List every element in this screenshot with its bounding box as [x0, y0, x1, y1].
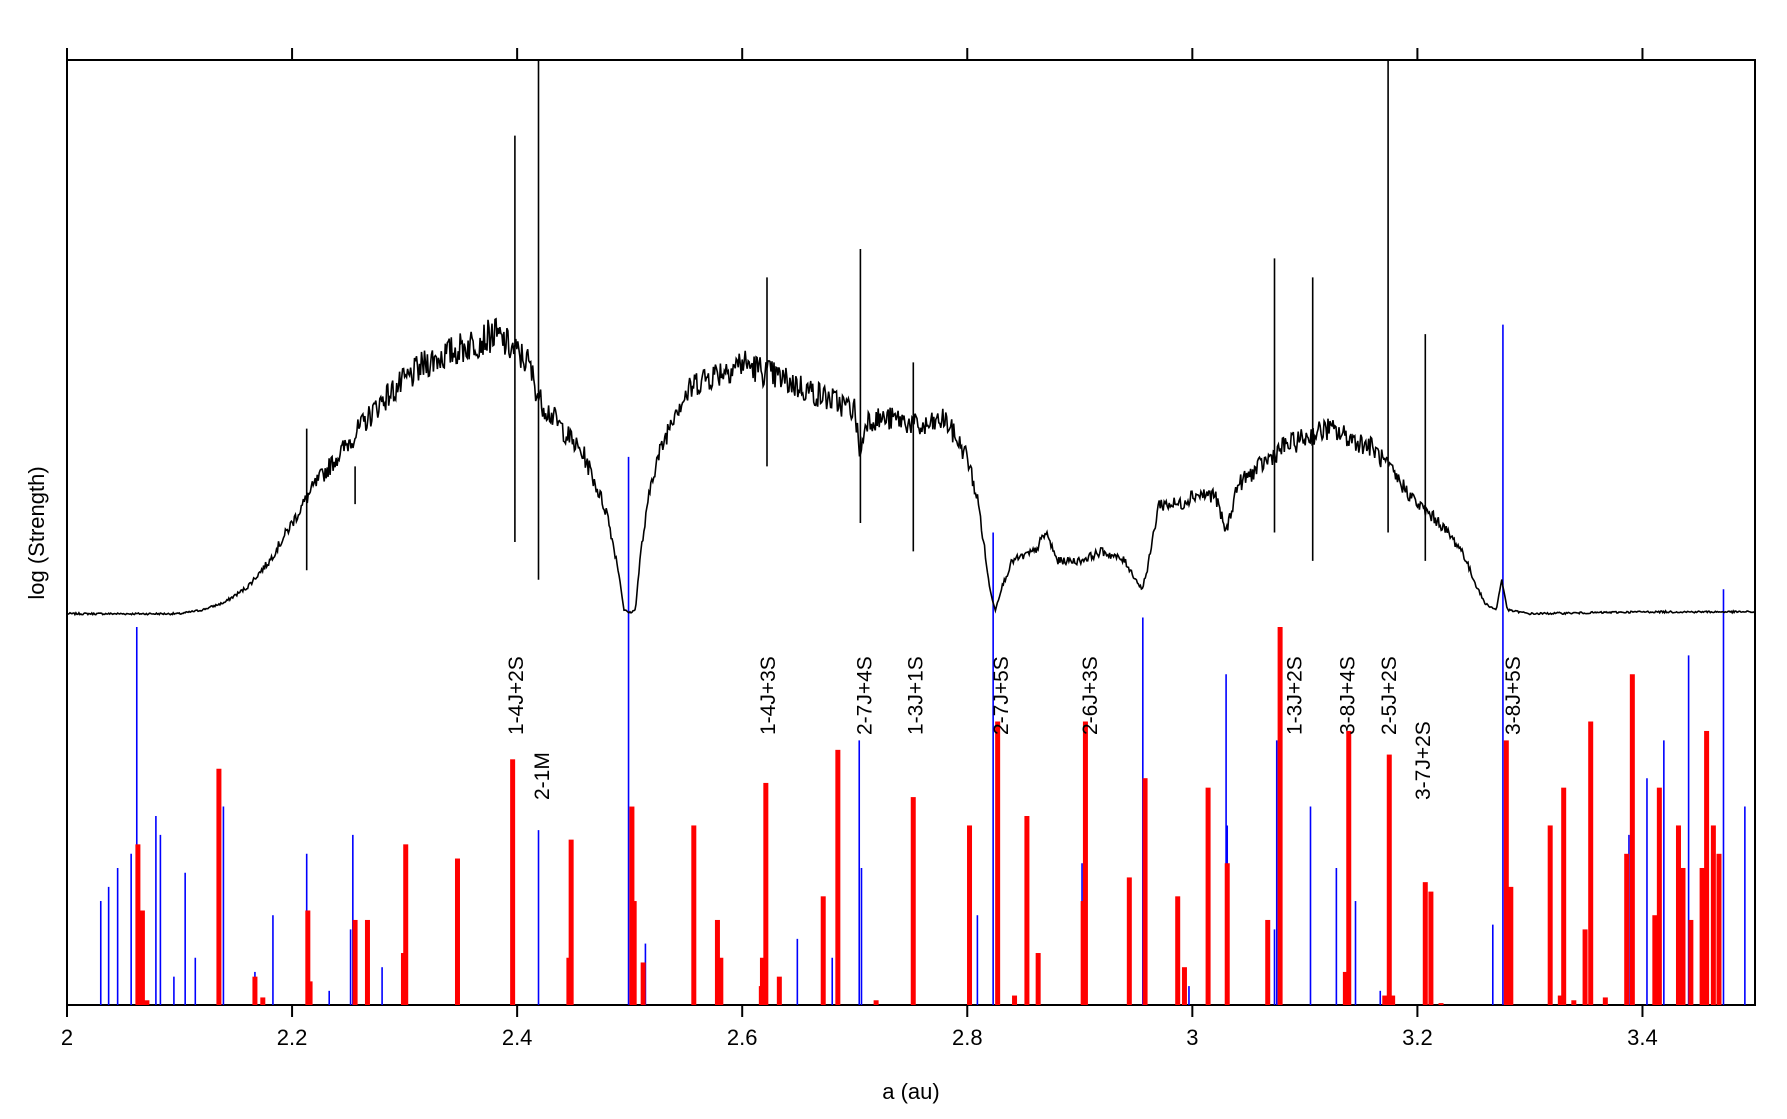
resonance-label: 1-4J+3S: [757, 656, 780, 735]
three-body-resonance-bar: [1126, 877, 1132, 1005]
three-body-resonance-bar: [1704, 730, 1710, 1005]
three-body-resonance-bar: [1175, 896, 1181, 1005]
three-body-resonance-bar: [252, 976, 258, 1005]
three-body-resonance-bar: [631, 901, 637, 1005]
three-body-resonance-bar: [1716, 853, 1722, 1005]
three-body-resonance-bar: [1582, 929, 1588, 1005]
three-body-resonance-bar: [1142, 778, 1148, 1005]
three-body-resonance-bar: [1624, 853, 1630, 1005]
three-body-resonance-bar: [400, 953, 406, 1005]
three-body-resonance-bar: [1386, 754, 1392, 1005]
three-body-resonance-bar: [1205, 787, 1211, 1005]
resonance-label: 1-3J+1S: [904, 656, 927, 735]
resonance-label: 3-8J+4S: [1337, 656, 1360, 735]
x-tick-label: 3.2: [1402, 1025, 1433, 1050]
resonance-label: 1-4J+2S: [505, 656, 528, 735]
resonance-labels: 1-4J+2S2-1M 1-4J+3S 2-7J+4S 1-3J+1S 2-7J+5S 2…: [505, 656, 1525, 800]
resonance-label: 2-1M: [531, 752, 554, 800]
three-body-resonance-bar: [1277, 627, 1283, 1005]
resonance-label: 2-6J+3S: [1079, 656, 1102, 735]
three-body-resonance-bar: [835, 749, 841, 1005]
three-body-resonance-bar: [1265, 919, 1271, 1005]
three-body-resonance-bar: [640, 962, 646, 1005]
three-body-resonance-bar: [454, 858, 460, 1005]
three-body-resonance-bar: [1561, 787, 1567, 1005]
three-body-resonance-bar: [1390, 995, 1396, 1005]
x-tick-label: 2.8: [952, 1025, 983, 1050]
three-body-resonance-bar: [763, 782, 769, 1005]
three-body-resonance-bar: [776, 976, 782, 1005]
three-body-resonance-bar: [1602, 997, 1608, 1005]
three-body-resonance-bar: [1688, 919, 1694, 1005]
three-body-resonance-bar: [1588, 721, 1594, 1005]
three-body-resonance-bar: [1438, 1003, 1444, 1005]
three-body-resonance-bar: [260, 997, 266, 1005]
three-body-resonance-bar: [691, 825, 697, 1005]
three-body-resonance-bar: [1382, 995, 1388, 1005]
three-body-resonance-bar: [1680, 867, 1686, 1005]
three-body-resonance-bar: [1557, 995, 1563, 1005]
three-body-resonance-bar: [1012, 995, 1018, 1005]
three-body-resonance-bar: [1503, 740, 1509, 1005]
three-body-resonance-bar: [1675, 825, 1681, 1005]
resonance-label: 2-5J+2S: [1378, 656, 1401, 735]
three-body-resonance-bar: [1508, 886, 1514, 1005]
three-body-resonance-bar: [1699, 867, 1705, 1005]
three-body-resonance-bar: [139, 910, 145, 1005]
three-body-resonance-bar: [967, 825, 973, 1005]
three-body-resonance-bar: [1656, 787, 1662, 1005]
asteroid-distribution-line: [66, 60, 1756, 617]
three-body-resonance-bar: [1629, 674, 1635, 1005]
resonance-label: 2-7J+4S: [854, 656, 877, 735]
three-body-resonance-bar: [1547, 825, 1553, 1005]
three-body-resonance-bar: [759, 957, 765, 1005]
three-body-resonance-bar: [135, 844, 141, 1005]
three-body-resonance-bar: [307, 981, 313, 1005]
three-body-resonance-bar: [820, 896, 826, 1005]
three-body-resonance-bar: [352, 919, 358, 1005]
three-body-resonance-bar: [873, 1000, 879, 1005]
x-tick-label: 3.4: [1627, 1025, 1658, 1050]
three-body-resonance-bar: [1571, 1000, 1577, 1005]
three-body-resonance-bar: [1181, 967, 1187, 1005]
three-body-resonance-bar: [364, 919, 370, 1005]
resonance-label: 3-7J+2S: [1412, 721, 1435, 800]
three-body-resonance-bar: [1346, 730, 1352, 1005]
x-axis-title: a (au): [882, 1079, 939, 1104]
three-body-resonance-bar: [403, 844, 409, 1005]
three-body-resonance-bar: [1224, 863, 1230, 1005]
three-body-resonance-bar: [714, 919, 720, 1005]
three-body-resonance-bar: [144, 1000, 150, 1005]
three-body-resonance-bar: [216, 768, 222, 1005]
resonance-label: 3-8J+5S: [1502, 656, 1525, 735]
three-body-resonance-bar: [718, 957, 724, 1005]
three-body-resonance-bar: [1035, 953, 1041, 1005]
resonance-label: 1-3J+2S: [1284, 656, 1307, 735]
x-tick-label: 2: [61, 1025, 73, 1050]
x-tick-label: 2.2: [277, 1025, 308, 1050]
three-body-resonance-bar: [510, 759, 516, 1005]
three-body-resonance-bar: [305, 910, 311, 1005]
three-body-resonance-bar: [1422, 882, 1428, 1005]
three-body-resonance-bar: [1710, 825, 1716, 1005]
three-body-resonance-bar: [566, 957, 572, 1005]
resonance-label: 2-7J+5S: [990, 656, 1013, 735]
three-body-resonance-bar: [1024, 816, 1030, 1005]
three-body-resonance-bar: [910, 797, 916, 1005]
three-body-resonance-bar: [568, 839, 574, 1005]
three-body-resonance-bars: [135, 627, 1722, 1005]
three-body-resonance-bar: [995, 721, 1001, 1005]
x-tick-label: 3: [1186, 1025, 1198, 1050]
x-tick-label: 2.4: [502, 1025, 533, 1050]
three-body-resonance-bar: [1082, 721, 1088, 1005]
three-body-resonance-bar: [1652, 915, 1658, 1005]
x-axis-ticks: 2 2.2 2.4 2.6 2.8 3 3.2 3.4: [61, 48, 1658, 1050]
y-axis-title: log (Strength): [24, 466, 49, 599]
three-body-resonance-bar: [1342, 971, 1348, 1005]
three-body-resonance-bar: [1428, 891, 1434, 1005]
x-tick-label: 2.6: [727, 1025, 758, 1050]
